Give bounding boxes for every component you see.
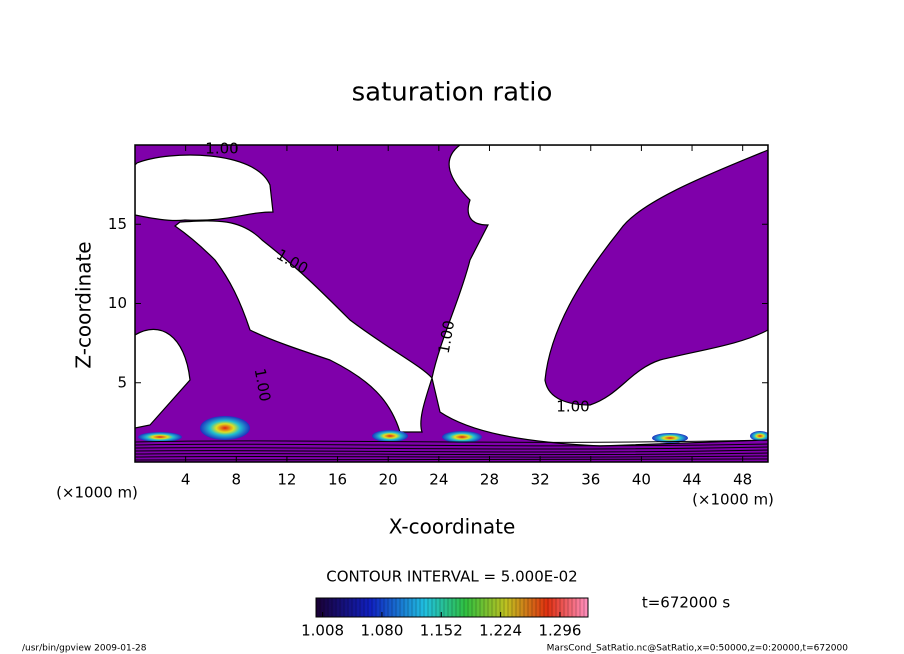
x-unit: (×1000 m) (692, 491, 774, 509)
blob (442, 431, 482, 443)
surface-contours (135, 439, 768, 461)
colorbar-tick-label: 1.152 (420, 622, 463, 640)
x-tick-label: 28 (480, 471, 499, 489)
x-tick-label: 4 (181, 471, 191, 489)
contour-label: 1.00 (251, 367, 275, 403)
blob (138, 432, 182, 442)
y-tick-label: 15 (108, 215, 127, 233)
time-text: t=672000 s (642, 594, 730, 612)
footer-left: /usr/bin/gpview 2009-01-28 (22, 644, 147, 654)
contour-line (135, 458, 768, 461)
colorbar-tick-label: 1.080 (360, 622, 403, 640)
contour-label: 1.00 (556, 398, 589, 416)
y-axis-label: Z-coordinate (72, 241, 96, 368)
contour-line (135, 446, 768, 450)
colorbar-tick-label: 1.296 (538, 622, 581, 640)
x-tick-label: 8 (232, 471, 242, 489)
region (135, 328, 191, 429)
contour-line (135, 449, 768, 453)
region (173, 220, 433, 433)
plot-area (135, 145, 768, 462)
contour-interval: CONTOUR INTERVAL = 5.000E-02 (326, 568, 577, 586)
colorbar-tick-label: 1.008 (301, 622, 344, 640)
blob (200, 416, 250, 440)
x-tick-label: 40 (632, 471, 651, 489)
contour-line (135, 439, 768, 443)
blob (372, 430, 408, 442)
x-tick-label: 48 (733, 471, 752, 489)
contour-fill (544, 149, 768, 406)
contour-line (135, 452, 768, 456)
surface-blobs (138, 416, 768, 443)
footer-right: MarsCond_SatRatio.nc@SatRatio,x=0:50000,… (547, 644, 849, 654)
x-tick-label: 36 (581, 471, 600, 489)
y-tick-label: 10 (108, 294, 127, 312)
x-tick-label: 44 (682, 471, 701, 489)
x-tick-label: 12 (277, 471, 296, 489)
x-tick-label: 24 (429, 471, 448, 489)
x-tick-label: 16 (328, 471, 347, 489)
chart-title: saturation ratio (352, 78, 553, 108)
contour-label: 1.00 (205, 140, 238, 158)
contour-line (135, 455, 768, 458)
x-tick-label: 20 (379, 471, 398, 489)
x-axis-label: X-coordinate (389, 515, 516, 539)
colorbar-tick-label: 1.224 (479, 622, 522, 640)
x-tick-label: 32 (531, 471, 550, 489)
region (135, 154, 274, 222)
blob (750, 431, 768, 441)
contour-label: 1.00 (435, 319, 459, 355)
contour-line (135, 443, 768, 447)
blob (652, 433, 688, 443)
y-tick-label: 5 (117, 373, 127, 391)
y-unit: (×1000 m) (56, 484, 138, 502)
